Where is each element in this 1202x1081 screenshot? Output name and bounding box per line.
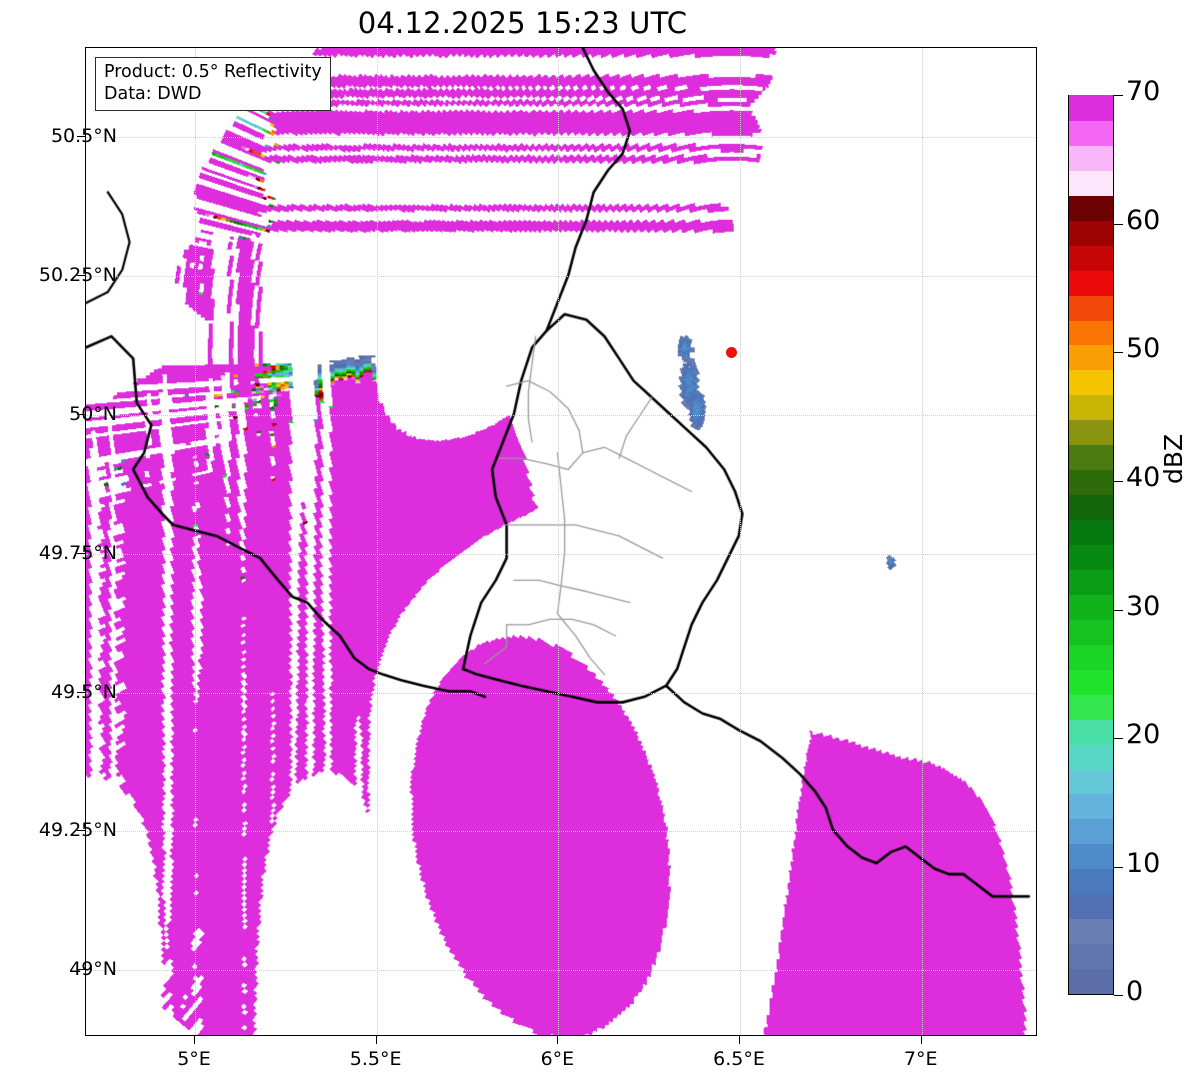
colorbar-tick-mark — [1114, 352, 1123, 353]
x-tick-label: 5°E — [177, 1048, 211, 1070]
colorbar-segment — [1069, 618, 1113, 645]
colorbar-segment — [1069, 344, 1113, 371]
y-tick-label: 49.25°N — [38, 819, 117, 842]
gridline-horizontal — [86, 692, 1036, 694]
colorbar-segment — [1069, 693, 1113, 720]
radar-reflectivity-layer — [86, 48, 1036, 1035]
colorbar-tick-label: 60 — [1126, 205, 1161, 236]
y-tick-mark — [77, 274, 85, 276]
y-tick-mark — [77, 691, 85, 693]
colorbar-segment — [1069, 269, 1113, 296]
y-tick-label: 49.5°N — [50, 680, 117, 703]
colorbar-tick-label: 50 — [1126, 333, 1161, 364]
colorbar-segment — [1069, 319, 1113, 346]
colorbar-segment — [1069, 294, 1113, 321]
radar-site-marker — [726, 347, 738, 359]
x-tick-mark — [557, 1036, 559, 1044]
colorbar-tick-mark — [1114, 95, 1123, 96]
colorbar-axis-label: dBZ — [1159, 433, 1188, 484]
x-tick-label: 7°E — [903, 1048, 938, 1070]
info-data-line: Data: DWD — [104, 83, 202, 104]
x-tick-label: 6°E — [540, 1048, 575, 1070]
colorbar-segment — [1069, 194, 1113, 221]
x-tick-mark — [920, 1036, 922, 1044]
map-plot-area[interactable] — [85, 47, 1037, 1036]
colorbar-segment — [1069, 169, 1113, 196]
colorbar-tick-label: 10 — [1126, 848, 1161, 879]
gridline-vertical — [558, 48, 560, 1035]
y-tick-mark — [77, 413, 85, 415]
colorbar-segment — [1069, 494, 1113, 521]
colorbar-segment — [1069, 818, 1113, 845]
colorbar-tick-mark — [1114, 738, 1123, 739]
y-tick-label: 50.25°N — [38, 263, 117, 286]
gridline-horizontal — [86, 831, 1036, 833]
colorbar-tick-label: 20 — [1126, 719, 1161, 750]
y-tick-label: 49.75°N — [38, 541, 117, 564]
colorbar-segment — [1069, 893, 1113, 920]
colorbar-segment — [1069, 868, 1113, 895]
colorbar-tick-label: 30 — [1126, 591, 1161, 622]
colorbar-tick-mark — [1114, 224, 1123, 225]
colorbar-segment — [1069, 469, 1113, 496]
x-tick-mark — [194, 1036, 195, 1044]
x-tick-label: 6.5°E — [713, 1048, 765, 1070]
gridline-vertical — [195, 48, 196, 1035]
colorbar-tick-label: 70 — [1126, 76, 1161, 107]
colorbar-segment — [1069, 793, 1113, 820]
info-box: Product: 0.5° Reflectivity Data: DWD — [95, 57, 331, 112]
colorbar-segment — [1069, 543, 1113, 570]
colorbar-tick-mark — [1114, 867, 1123, 868]
colorbar[interactable] — [1068, 94, 1114, 995]
colorbar-segment — [1069, 568, 1113, 595]
colorbar-segment — [1069, 943, 1113, 970]
colorbar-segment — [1069, 444, 1113, 471]
y-tick-label: 50.5°N — [50, 124, 117, 147]
y-tick-label: 49°N — [69, 958, 117, 981]
colorbar-segment — [1069, 967, 1113, 994]
colorbar-segment — [1069, 768, 1113, 795]
gridline-horizontal — [86, 414, 1036, 416]
colorbar-segment — [1069, 718, 1113, 745]
colorbar-tick-label: 0 — [1126, 976, 1144, 1007]
colorbar-segment — [1069, 843, 1113, 870]
colorbar-segment — [1069, 394, 1113, 421]
y-tick-mark — [77, 552, 85, 554]
colorbar-segment — [1069, 94, 1113, 121]
colorbar-segment — [1069, 918, 1113, 945]
colorbar-segment — [1069, 219, 1113, 246]
gridline-horizontal — [86, 553, 1036, 555]
info-product-line: Product: 0.5° Reflectivity — [104, 62, 322, 82]
colorbar-segment — [1069, 419, 1113, 446]
gridline-horizontal — [86, 136, 1036, 138]
gridline-horizontal — [86, 275, 1036, 277]
colorbar-segment — [1069, 518, 1113, 545]
x-tick-mark — [375, 1036, 377, 1044]
x-tick-label: 5.5°E — [349, 1048, 402, 1070]
colorbar-segment — [1069, 119, 1113, 146]
gridline-vertical — [376, 48, 378, 1035]
y-tick-mark — [77, 830, 85, 832]
y-tick-mark — [77, 135, 85, 137]
colorbar-tick-mark — [1114, 995, 1123, 996]
y-tick-mark — [77, 969, 85, 971]
page-title: 04.12.2025 15:23 UTC — [357, 6, 688, 40]
colorbar-segment — [1069, 144, 1113, 171]
colorbar-segment — [1069, 668, 1113, 695]
colorbar-segment — [1069, 244, 1113, 271]
colorbar-segment — [1069, 369, 1113, 396]
colorbar-tick-mark — [1114, 481, 1123, 482]
colorbar-segment — [1069, 593, 1113, 620]
x-tick-mark — [739, 1036, 741, 1044]
y-tick-label: 50°N — [69, 402, 117, 425]
colorbar-segment — [1069, 743, 1113, 770]
colorbar-tick-label: 40 — [1126, 462, 1161, 493]
colorbar-tick-mark — [1114, 610, 1123, 611]
gridline-vertical — [740, 48, 742, 1035]
gridline-horizontal — [86, 970, 1036, 972]
colorbar-segment — [1069, 643, 1113, 670]
gridline-vertical — [921, 48, 923, 1035]
